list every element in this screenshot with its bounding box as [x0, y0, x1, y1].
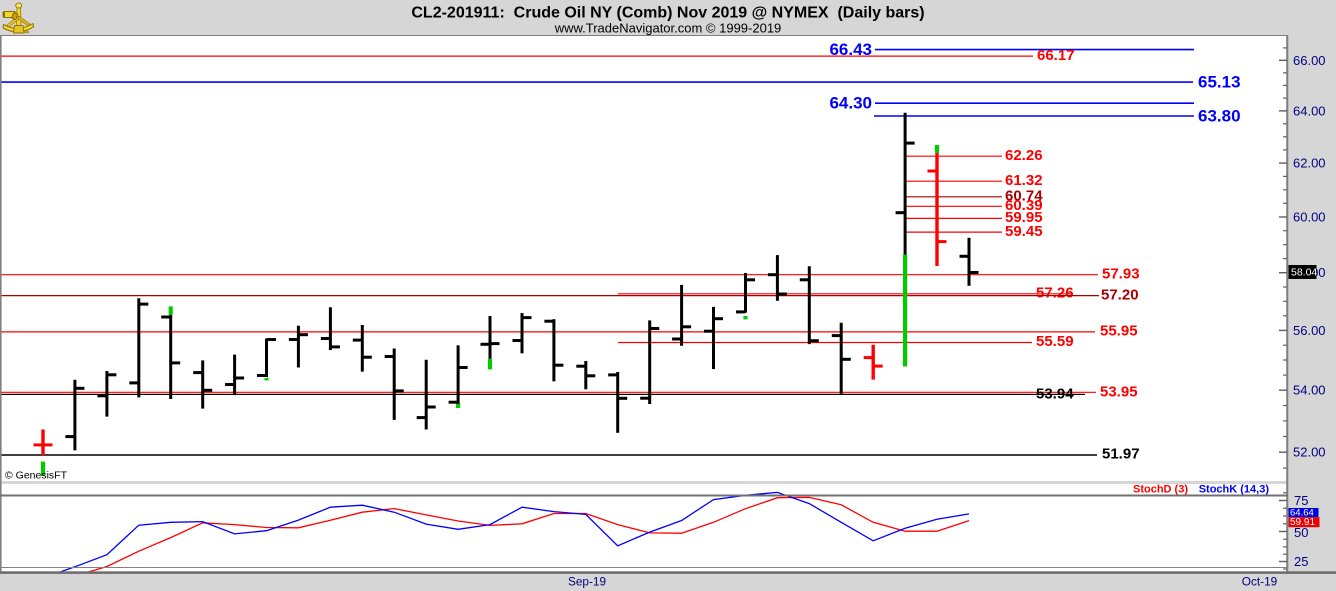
svg-text:59.95: 59.95: [1005, 209, 1043, 226]
svg-text:StochK (14,3): StochK (14,3): [1199, 484, 1270, 496]
svg-text:CL2-201911: Crude Oil NY (Com: CL2-201911: Crude Oil NY (Comb) Nov 2019…: [411, 5, 924, 22]
svg-text:64.64: 64.64: [1290, 507, 1314, 518]
svg-text:57.93: 57.93: [1102, 265, 1140, 282]
svg-text:www.TradeNavigator.com © 1999-: www.TradeNavigator.com © 1999-2019: [554, 21, 782, 36]
svg-text:57.20: 57.20: [1101, 286, 1139, 303]
svg-text:© GenesisFT: © GenesisFT: [5, 469, 68, 481]
svg-text:66.00: 66.00: [1293, 53, 1326, 68]
svg-text:66.17: 66.17: [1037, 47, 1075, 64]
svg-text:60.00: 60.00: [1293, 210, 1326, 225]
svg-text:64.30: 64.30: [829, 94, 872, 113]
svg-text:Sep-19: Sep-19: [568, 575, 606, 589]
svg-text:62.00: 62.00: [1293, 156, 1326, 171]
svg-text:57.26: 57.26: [1036, 285, 1074, 302]
svg-text:Oct-19: Oct-19: [1242, 575, 1277, 589]
svg-text:66.43: 66.43: [829, 40, 872, 59]
svg-text:51.97: 51.97: [1102, 446, 1140, 463]
svg-text:60.39: 60.39: [1005, 197, 1043, 214]
svg-text:63.80: 63.80: [1198, 107, 1241, 126]
svg-text:62.26: 62.26: [1005, 147, 1043, 164]
svg-text:58.04: 58.04: [1291, 266, 1317, 278]
svg-text:StochD (3): StochD (3): [1133, 484, 1188, 496]
svg-text:75: 75: [1294, 493, 1308, 508]
svg-text:55.59: 55.59: [1036, 333, 1074, 350]
svg-text:64.00: 64.00: [1293, 103, 1326, 118]
svg-text:59.45: 59.45: [1005, 223, 1043, 240]
svg-text:53.94: 53.94: [1036, 385, 1074, 402]
svg-text:53.95: 53.95: [1100, 384, 1138, 401]
svg-text:65.13: 65.13: [1198, 73, 1241, 92]
svg-text:61.32: 61.32: [1005, 172, 1043, 189]
svg-text:50: 50: [1294, 525, 1308, 540]
svg-text:59.91: 59.91: [1290, 517, 1315, 528]
svg-text:25: 25: [1294, 554, 1308, 569]
svg-text:52.00: 52.00: [1293, 445, 1326, 460]
svg-text:60.74: 60.74: [1005, 188, 1043, 205]
svg-text:56.00: 56.00: [1293, 323, 1326, 338]
svg-text:54.00: 54.00: [1293, 383, 1326, 398]
svg-text:55.95: 55.95: [1100, 323, 1138, 340]
